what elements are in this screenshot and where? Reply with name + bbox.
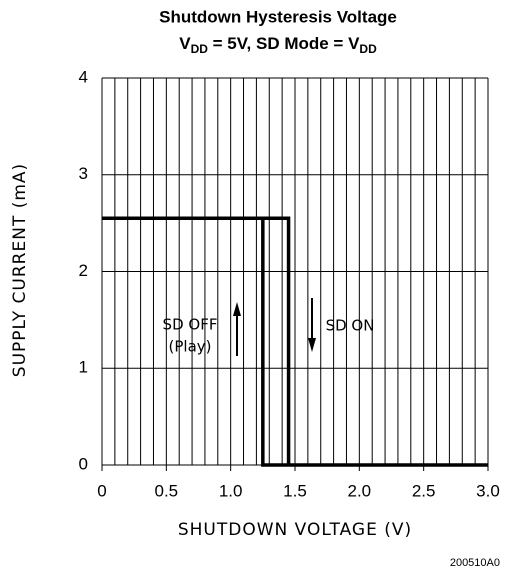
arrow-up — [233, 302, 241, 356]
chart-title: Shutdown Hysteresis Voltage — [159, 7, 397, 26]
arrow-down — [308, 298, 316, 352]
chart-subtitle: VDD = 5V, SD Mode = VDD — [179, 34, 377, 56]
subtitle-part: V — [179, 34, 191, 53]
subtitle-part: DD — [191, 42, 209, 56]
y-tick-label: 2 — [79, 261, 88, 280]
x-tick-label: 0.5 — [155, 481, 179, 500]
x-tick-label: 3.0 — [476, 481, 500, 500]
x-tick-label: 1.0 — [219, 481, 243, 500]
y-tick-label: 1 — [79, 358, 88, 377]
y-axis-label: SUPPLY CURRENT (mA) — [10, 163, 30, 377]
annotation: SD OFF — [163, 316, 218, 334]
x-tick-label: 0 — [97, 481, 106, 500]
x-tick-label: 2.0 — [348, 481, 372, 500]
data-line — [261, 218, 488, 467]
x-tick-label: 2.5 — [412, 481, 436, 500]
footnote: 200510A0 — [450, 557, 500, 569]
y-tick-label: 0 — [79, 454, 88, 473]
x-axis-label: SHUTDOWN VOLTAGE (V) — [178, 520, 412, 540]
y-tick-label: 4 — [79, 67, 88, 86]
subtitle-part: DD — [359, 42, 377, 56]
x-tick-label: 1.5 — [283, 481, 307, 500]
subtitle-part: = 5V, SD Mode = V — [208, 34, 360, 53]
annotation: SD ON — [326, 317, 375, 335]
data-line — [102, 216, 291, 465]
y-tick-label: 3 — [79, 164, 88, 183]
